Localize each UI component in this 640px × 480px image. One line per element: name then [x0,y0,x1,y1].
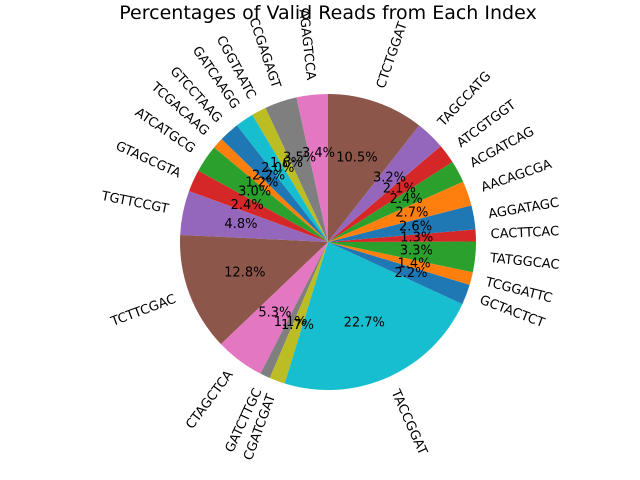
slice-label-ctagctca: CTAGCTCA [183,368,236,432]
percent-label-gatcaagg: 2.0% [261,161,294,176]
pie-slice-gtagcgta [189,170,328,242]
percent-label-tatggcac: 3.3% [400,243,433,258]
percent-label-taccggat: 22.7% [344,316,385,331]
percent-label-cggtaatc: 1.6% [270,156,303,171]
percent-label-aggatagc: 2.6% [399,220,432,235]
pie-slice-gtcctaag [221,125,328,242]
percent-label-ctctggat: 10.5% [336,151,377,166]
pie-slice-cacttcac [328,229,476,242]
pie-slice-ctctggat [328,94,420,242]
slice-label-ctctggat: CTCTGGAT [374,20,411,90]
pie-slice-tgttccgt [180,191,328,242]
slice-label-taccggat: TACCGGAT [387,387,430,458]
slice-label-aacagcga: AACAGCGA [479,157,554,195]
percent-label-ctagctca: 5.3% [258,306,291,321]
percent-label-tcttcgac: 12.8% [224,266,265,281]
pie-slice-tatggcac [328,241,477,273]
pie-slice-cggtaatc [252,107,328,242]
percent-label-ccgagagt: 3.5% [283,150,316,165]
percent-label-atcgtggt: 2.1% [383,182,416,197]
pie-slice-agagtcca [296,94,328,242]
pie-slice-tagccatg [328,125,441,242]
percent-label-tgttccgt: 4.8% [224,217,257,232]
percent-label-tagccatg: 3.2% [373,170,406,185]
pie-slices [180,94,477,391]
percent-label-cgatcgat: 1.7% [281,318,314,333]
pie-slice-cgatcgat [269,242,328,384]
percent-label-gtcctaag: 2.2% [252,169,285,184]
percent-labels: 3.4%3.5%1.6%2.0%2.2%1.2%3.0%2.4%4.8%12.8… [224,146,433,333]
percent-label-acgatcag: 2.4% [390,192,423,207]
pie-slice-acgatcag [328,161,464,242]
percent-label-cacttcac: 1.3% [400,231,433,246]
pie-slice-gatcttgc [260,242,328,379]
slice-label-tcttcgac: TCTTCGAC [108,292,178,330]
percent-label-gtagcgta: 2.4% [231,198,264,213]
pie-slice-aggatagc [328,205,476,242]
pie-slice-ctagctca [220,242,328,374]
pie-slice-tcttcgac [180,234,328,345]
slice-label-tatggcac: TATGGCAC [488,251,560,273]
pie-slice-aacagcga [328,181,472,242]
pie-slice-atcgtggt [328,146,453,242]
percent-label-tcgacaag: 1.2% [245,175,278,190]
slice-label-aggatagc: AGGATAGC [487,196,560,223]
slice-label-tgttccgt: TGTTCCGT [99,189,170,217]
percent-label-tcggattc: 1.4% [398,256,431,271]
pie-slice-gatcaagg [236,114,328,242]
pie-slice-ccgagagt [265,97,328,243]
pie-slice-tcggattc [328,242,473,285]
slice-label-cacttcac: CACTTCAC [490,224,559,242]
percent-label-aacagcga: 2.7% [395,205,428,220]
percent-label-gctactct: 2.2% [394,266,427,281]
percent-label-agagtcca: 3.4% [302,146,335,161]
pie-slice-tcgacaag [214,139,328,242]
pie-slice-gctactct [328,242,470,305]
pie-slice-taccggat [284,242,463,391]
percent-label-gatcttgc: 1.1% [274,315,307,330]
percent-label-atcatgcg: 3.0% [238,185,271,200]
pie-slice-atcatgcg [198,147,328,242]
chart-title: Percentages of Valid Reads from Each Ind… [119,2,536,24]
